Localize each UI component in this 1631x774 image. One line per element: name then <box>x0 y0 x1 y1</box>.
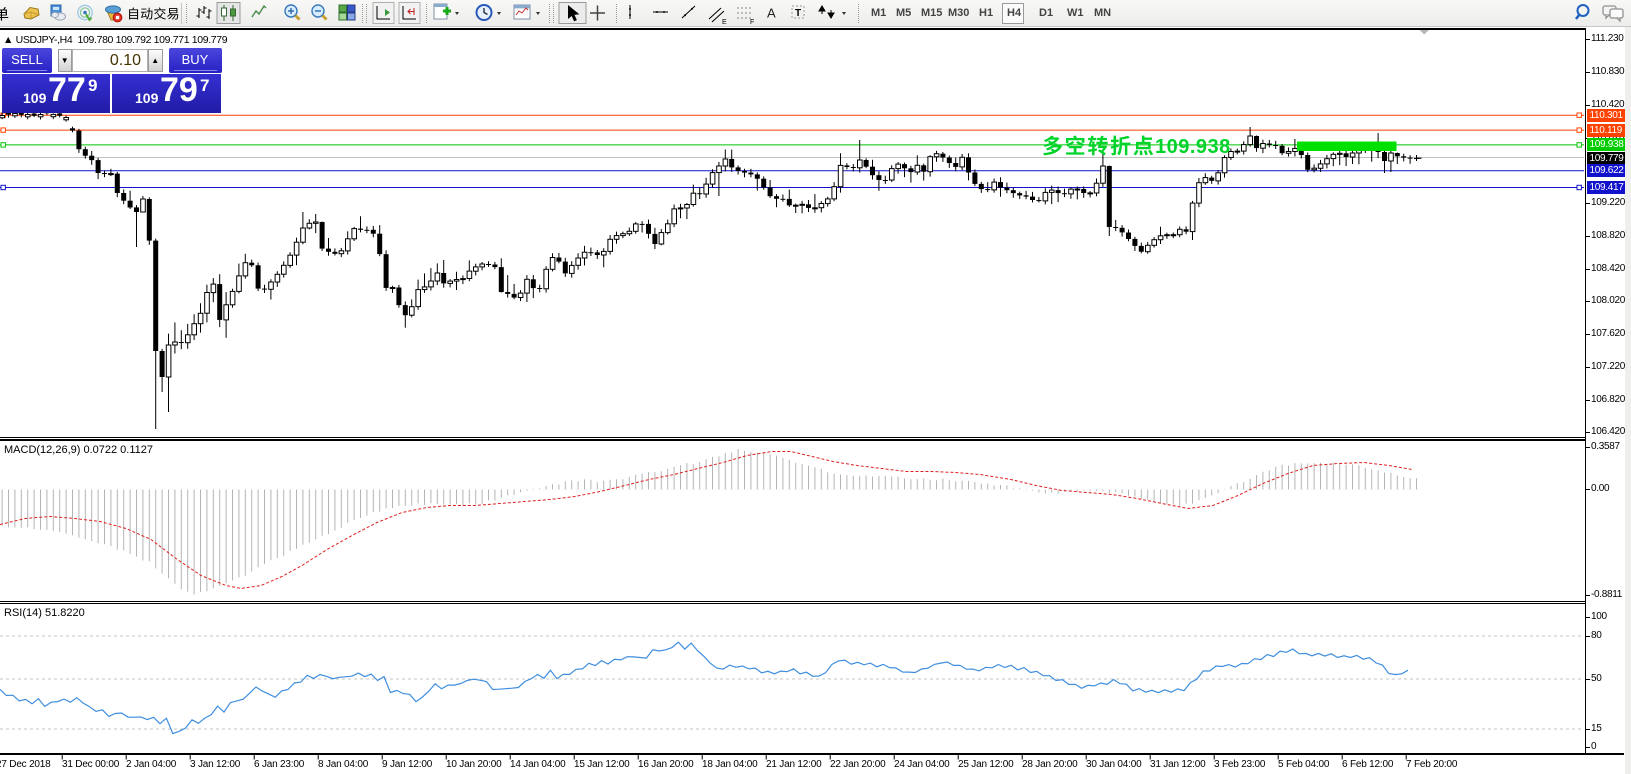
svg-text:A: A <box>767 6 776 21</box>
svg-text:E: E <box>722 19 727 26</box>
svg-text:109.938: 109.938 <box>1155 136 1231 158</box>
svg-text:T: T <box>795 8 801 19</box>
svg-text:F: F <box>750 19 754 26</box>
